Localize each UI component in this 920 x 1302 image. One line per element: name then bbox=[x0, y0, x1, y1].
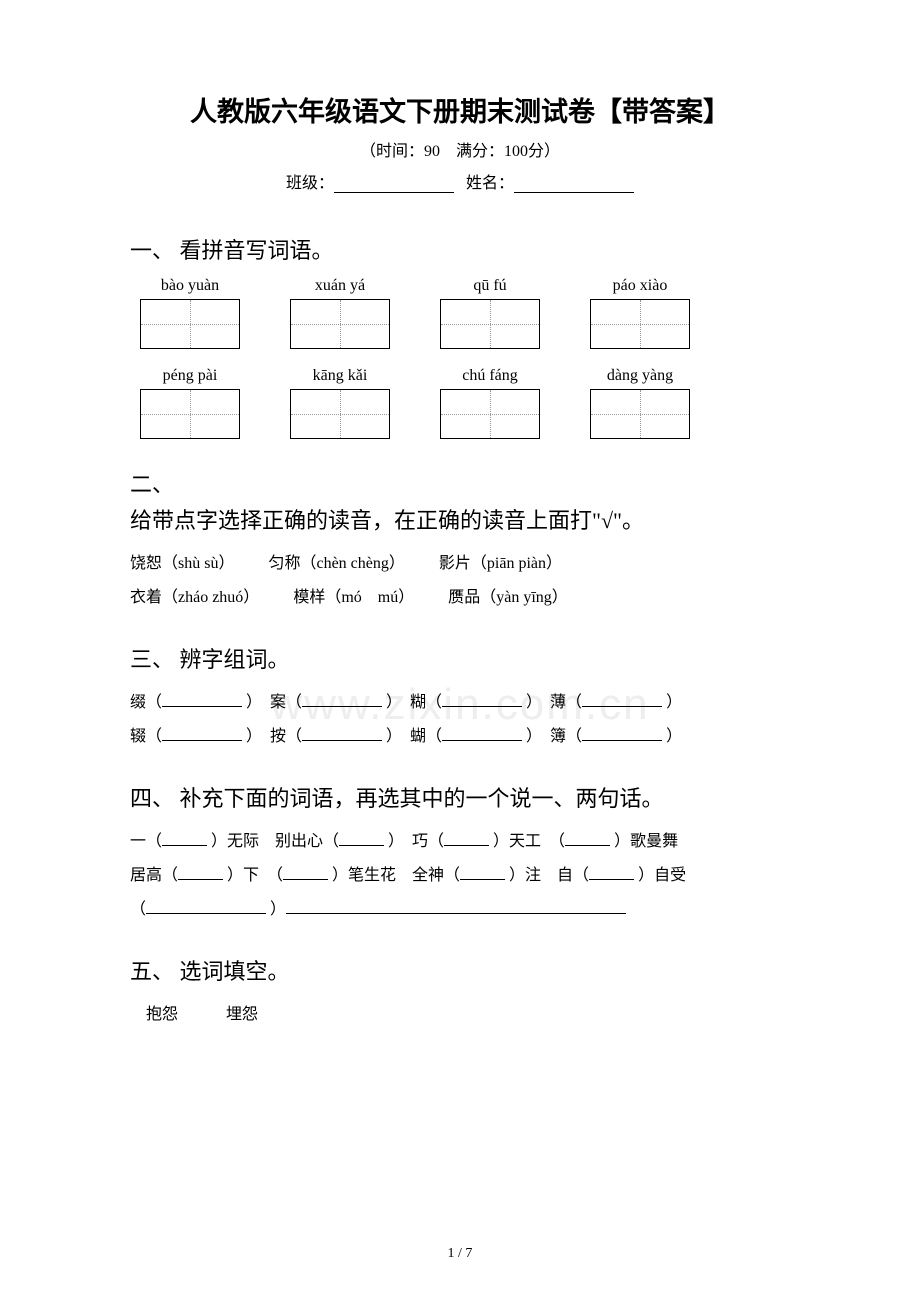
q-item: 衣着（zháo zhuó） bbox=[130, 589, 259, 606]
char-box bbox=[140, 389, 240, 439]
char-box bbox=[140, 299, 240, 349]
section4-heading: 四、 补充下面的词语，再选其中的一个说一、两句话。 bbox=[130, 781, 790, 813]
section3-row1: 缀（ ） 案（ ） 糊（ ） 薄（ ） bbox=[130, 686, 790, 720]
section5-heading: 五、 选词填空。 bbox=[130, 954, 790, 986]
frag: ）自受 bbox=[638, 867, 686, 884]
frag: 缀（ bbox=[130, 694, 162, 711]
blank bbox=[442, 706, 522, 707]
pinyin-item: chú fáng bbox=[440, 367, 540, 385]
char-box bbox=[440, 299, 540, 349]
blank bbox=[162, 740, 242, 741]
blank bbox=[162, 706, 242, 707]
frag: ）注 自（ bbox=[509, 867, 589, 884]
frag: 辍（ bbox=[130, 728, 162, 745]
char-box bbox=[290, 389, 390, 439]
frag: ） bbox=[270, 901, 286, 918]
q-item: 饶恕（shù sù） bbox=[130, 555, 234, 572]
class-label: 班级： bbox=[286, 175, 334, 192]
pinyin-row-1: bào yuàn xuán yá qū fú páo xiào bbox=[140, 277, 790, 295]
section2-heading-prefix: 二、 bbox=[130, 467, 790, 499]
section4-line2: 居高（ ）下 （ ）笔生花 全神（ ）注 自（ ）自受 bbox=[130, 859, 790, 893]
q-item: 影片（piān piàn） bbox=[439, 555, 562, 572]
char-box-row-1 bbox=[140, 299, 790, 349]
q-item: 匀称（chèn chèng） bbox=[268, 555, 404, 572]
pinyin-item: páo xiào bbox=[590, 277, 690, 295]
frag: ）歌曼舞 bbox=[614, 833, 678, 850]
section4-line3: （ ） bbox=[130, 893, 790, 927]
blank bbox=[460, 879, 505, 880]
frag: ） 案（ bbox=[246, 694, 302, 711]
blank bbox=[565, 845, 610, 846]
blank bbox=[283, 879, 328, 880]
char-box-row-2 bbox=[140, 389, 790, 439]
char-box bbox=[590, 299, 690, 349]
frag: ） 簿（ bbox=[526, 728, 582, 745]
frag: ）笔生花 全神（ bbox=[332, 867, 460, 884]
frag: ）下 （ bbox=[227, 867, 283, 884]
char-box bbox=[590, 389, 690, 439]
section3-row2: 辍（ ） 按（ ） 蝴（ ） 簿（ ） bbox=[130, 720, 790, 754]
student-fields: 班级： 姓名： bbox=[130, 169, 790, 193]
frag: 居高（ bbox=[130, 867, 178, 884]
blank bbox=[302, 706, 382, 707]
frag: ） 按（ bbox=[246, 728, 302, 745]
frag: ） bbox=[666, 694, 682, 711]
frag: ） 糊（ bbox=[386, 694, 442, 711]
frag: ） 巧（ bbox=[388, 833, 444, 850]
frag: ）无际 别出心（ bbox=[211, 833, 339, 850]
section3-heading: 三、 辨字组词。 bbox=[130, 642, 790, 674]
blank bbox=[146, 913, 266, 914]
page-title: 人教版六年级语文下册期末测试卷【带答案】 bbox=[130, 90, 790, 129]
pinyin-item: qū fú bbox=[440, 277, 540, 295]
char-box bbox=[290, 299, 390, 349]
name-blank bbox=[514, 192, 634, 193]
q-item: 赝品（yàn yīng） bbox=[448, 589, 568, 606]
section2-heading: 给带点字选择正确的读音，在正确的读音上面打"√"。 bbox=[130, 503, 790, 535]
frag: ）天工 （ bbox=[493, 833, 565, 850]
blank bbox=[339, 845, 384, 846]
frag: ） bbox=[666, 728, 682, 745]
pinyin-row-2: péng pài kāng kǎi chú fáng dàng yàng bbox=[140, 367, 790, 385]
blank bbox=[582, 706, 662, 707]
section5-words: 抱怨 埋怨 bbox=[130, 998, 790, 1032]
q-item: 模样（mó mú） bbox=[293, 589, 414, 606]
section2-line1: 饶恕（shù sù） 匀称（chèn chèng） 影片（piān piàn） bbox=[130, 547, 790, 581]
pinyin-item: xuán yá bbox=[290, 277, 390, 295]
frag: 一（ bbox=[130, 833, 162, 850]
blank bbox=[178, 879, 223, 880]
blank bbox=[444, 845, 489, 846]
blank bbox=[442, 740, 522, 741]
section4-line1: 一（ ）无际 别出心（ ） 巧（ ）天工 （ ）歌曼舞 bbox=[130, 825, 790, 859]
char-box bbox=[440, 389, 540, 439]
class-blank bbox=[334, 192, 454, 193]
section2-line2: 衣着（zháo zhuó） 模样（mó mú） 赝品（yàn yīng） bbox=[130, 581, 790, 615]
page-footer: 1 / 7 bbox=[0, 1246, 920, 1262]
blank bbox=[582, 740, 662, 741]
blank bbox=[589, 879, 634, 880]
section1-heading: 一、 看拼音写词语。 bbox=[130, 233, 790, 265]
pinyin-item: péng pài bbox=[140, 367, 240, 385]
frag: ） 蝴（ bbox=[386, 728, 442, 745]
frag: （ bbox=[130, 901, 146, 918]
pinyin-item: dàng yàng bbox=[590, 367, 690, 385]
pinyin-item: kāng kǎi bbox=[290, 367, 390, 385]
blank bbox=[162, 845, 207, 846]
frag: ） 薄（ bbox=[526, 694, 582, 711]
blank bbox=[286, 913, 626, 914]
subtitle: （时间：90 满分：100分） bbox=[130, 137, 790, 161]
pinyin-item: bào yuàn bbox=[140, 277, 240, 295]
blank bbox=[302, 740, 382, 741]
name-label: 姓名： bbox=[466, 175, 514, 192]
